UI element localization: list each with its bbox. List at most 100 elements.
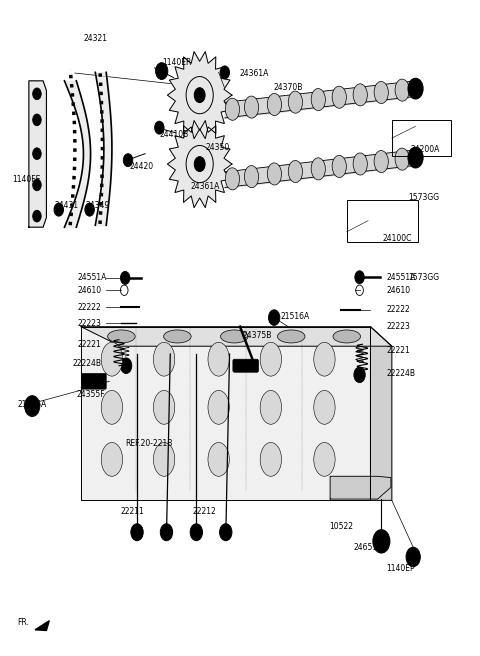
Text: 24375B: 24375B bbox=[242, 331, 272, 340]
FancyBboxPatch shape bbox=[233, 359, 259, 372]
Ellipse shape bbox=[353, 84, 367, 106]
Text: 24361A: 24361A bbox=[190, 182, 219, 191]
Text: 24651C: 24651C bbox=[354, 543, 383, 552]
Ellipse shape bbox=[311, 89, 325, 111]
Circle shape bbox=[33, 88, 41, 100]
Ellipse shape bbox=[154, 443, 175, 476]
Ellipse shape bbox=[101, 390, 122, 424]
Circle shape bbox=[120, 358, 132, 373]
Ellipse shape bbox=[332, 155, 347, 178]
Text: 24410B: 24410B bbox=[159, 130, 189, 138]
Text: 1140EP: 1140EP bbox=[386, 564, 415, 573]
Ellipse shape bbox=[314, 443, 335, 476]
Text: 24100C: 24100C bbox=[383, 234, 412, 243]
Ellipse shape bbox=[267, 93, 282, 115]
Text: 24551A: 24551A bbox=[78, 273, 107, 282]
Ellipse shape bbox=[244, 96, 259, 118]
Circle shape bbox=[155, 121, 164, 134]
Text: 24431: 24431 bbox=[54, 201, 78, 210]
Text: 22211: 22211 bbox=[120, 507, 144, 516]
Text: 24610: 24610 bbox=[386, 286, 410, 295]
Polygon shape bbox=[330, 476, 391, 499]
Circle shape bbox=[354, 367, 365, 382]
Circle shape bbox=[406, 547, 420, 567]
Text: 22222: 22222 bbox=[386, 305, 410, 314]
FancyBboxPatch shape bbox=[82, 373, 106, 389]
Ellipse shape bbox=[164, 330, 191, 343]
Ellipse shape bbox=[277, 330, 305, 343]
Ellipse shape bbox=[154, 342, 175, 376]
Polygon shape bbox=[168, 52, 232, 138]
Text: 24610: 24610 bbox=[78, 286, 102, 295]
Ellipse shape bbox=[101, 342, 122, 376]
Circle shape bbox=[373, 529, 390, 553]
Polygon shape bbox=[29, 81, 47, 227]
Ellipse shape bbox=[108, 330, 135, 343]
Ellipse shape bbox=[374, 150, 388, 173]
Ellipse shape bbox=[220, 330, 248, 343]
Ellipse shape bbox=[101, 443, 122, 476]
Text: REF.20-221B: REF.20-221B bbox=[125, 440, 172, 448]
Bar bbox=[392, 120, 451, 155]
Circle shape bbox=[24, 396, 40, 417]
Ellipse shape bbox=[225, 168, 240, 190]
Circle shape bbox=[268, 310, 280, 325]
Text: 22221: 22221 bbox=[78, 340, 101, 349]
Text: 24355F: 24355F bbox=[76, 390, 105, 399]
Polygon shape bbox=[81, 327, 371, 501]
Ellipse shape bbox=[311, 158, 325, 180]
Circle shape bbox=[190, 523, 203, 541]
Text: 21516A: 21516A bbox=[280, 312, 310, 321]
Circle shape bbox=[156, 62, 168, 79]
Circle shape bbox=[131, 523, 143, 541]
Circle shape bbox=[54, 203, 63, 216]
Polygon shape bbox=[81, 327, 392, 346]
Text: 22224B: 22224B bbox=[386, 369, 415, 378]
Text: 21516A: 21516A bbox=[18, 400, 47, 409]
Text: 22212: 22212 bbox=[192, 507, 216, 516]
Circle shape bbox=[408, 78, 423, 99]
Circle shape bbox=[85, 203, 95, 216]
Text: 24370B: 24370B bbox=[273, 83, 302, 92]
Circle shape bbox=[33, 179, 41, 191]
Ellipse shape bbox=[332, 86, 347, 108]
Circle shape bbox=[33, 148, 41, 159]
Text: FR.: FR. bbox=[17, 617, 29, 626]
Text: 10522: 10522 bbox=[329, 522, 353, 531]
Text: 24350: 24350 bbox=[206, 142, 230, 152]
Ellipse shape bbox=[314, 390, 335, 424]
Text: 22223: 22223 bbox=[386, 322, 410, 331]
Text: 22221: 22221 bbox=[386, 346, 410, 356]
Circle shape bbox=[123, 154, 133, 167]
Text: 22222: 22222 bbox=[78, 302, 101, 312]
Text: 24321: 24321 bbox=[84, 34, 108, 43]
Polygon shape bbox=[371, 327, 392, 501]
Ellipse shape bbox=[395, 79, 409, 101]
Circle shape bbox=[194, 88, 205, 102]
Text: 24420: 24420 bbox=[130, 162, 154, 171]
Ellipse shape bbox=[353, 153, 367, 175]
Text: 24551A: 24551A bbox=[386, 273, 416, 282]
Text: 1140FE: 1140FE bbox=[12, 175, 41, 184]
Ellipse shape bbox=[288, 161, 302, 182]
Circle shape bbox=[220, 66, 229, 79]
Ellipse shape bbox=[208, 342, 229, 376]
Text: 22223: 22223 bbox=[78, 319, 102, 328]
Text: 1573GG: 1573GG bbox=[408, 194, 440, 203]
Ellipse shape bbox=[395, 148, 409, 170]
Ellipse shape bbox=[208, 390, 229, 424]
Circle shape bbox=[33, 211, 41, 222]
Text: 1140ER: 1140ER bbox=[162, 58, 191, 67]
Circle shape bbox=[160, 523, 173, 541]
Ellipse shape bbox=[260, 443, 281, 476]
Polygon shape bbox=[168, 121, 232, 208]
Circle shape bbox=[219, 523, 232, 541]
Ellipse shape bbox=[225, 98, 240, 120]
Circle shape bbox=[120, 272, 130, 285]
Circle shape bbox=[408, 147, 423, 168]
Bar bbox=[347, 200, 418, 242]
Ellipse shape bbox=[260, 390, 281, 424]
Text: 22224B: 22224B bbox=[73, 359, 102, 368]
Ellipse shape bbox=[374, 81, 388, 104]
Text: 1573GG: 1573GG bbox=[408, 273, 440, 282]
